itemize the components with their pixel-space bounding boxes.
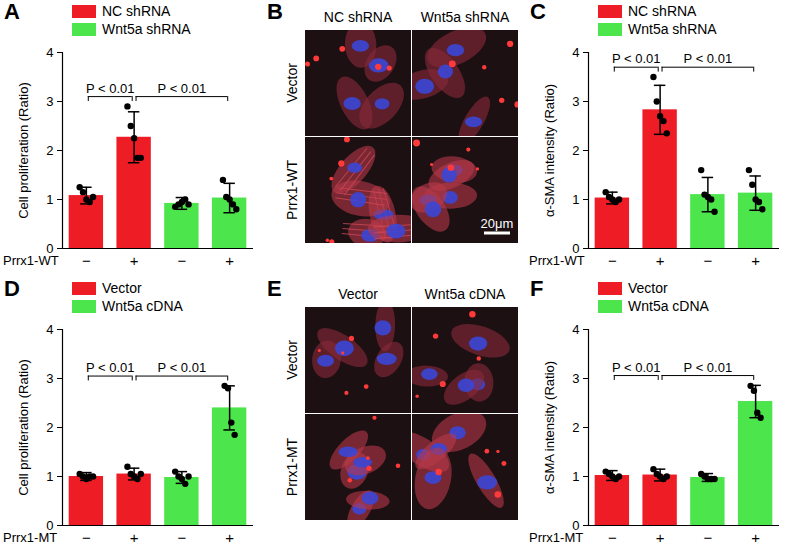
svg-text:−: −: [177, 529, 186, 546]
svg-text:P < 0.01: P < 0.01: [86, 81, 135, 96]
svg-text:P < 0.01: P < 0.01: [612, 51, 661, 66]
html-text:E: E: [267, 276, 282, 301]
html-text:B: B: [267, 0, 283, 24]
svg-text:Wnt5a shRNA: Wnt5a shRNA: [421, 9, 510, 25]
html-text:Vector: Vector: [628, 280, 668, 296]
svg-text:α-SMA intensity (Ratio): α-SMA intensity (Ratio): [542, 84, 557, 217]
svg-text:Cell proliferation (Ratio): Cell proliferation (Ratio): [16, 82, 31, 219]
svg-text:−: −: [177, 252, 186, 269]
svg-text:0: 0: [46, 517, 54, 533]
svg-text:Vector: Vector: [284, 340, 300, 380]
svg-text:P < 0.01: P < 0.01: [684, 51, 733, 66]
html-text:Prrx1-WT: Prrx1-WT: [529, 253, 585, 268]
svg-text:−: −: [703, 529, 712, 546]
svg-text:P < 0.01: P < 0.01: [684, 360, 733, 375]
html-text:Prrx1-WT: Prrx1-WT: [3, 253, 59, 268]
svg-text:0: 0: [572, 240, 580, 256]
svg-text:−: −: [82, 252, 91, 269]
svg-text:4: 4: [572, 322, 579, 337]
html-text:NC shRNA: NC shRNA: [102, 3, 171, 19]
svg-text:2: 2: [572, 143, 579, 158]
html-text:F: F: [530, 276, 544, 301]
html-text:Vector: Vector: [102, 280, 142, 296]
svg-text:+: +: [225, 529, 234, 546]
svg-text:−: −: [608, 529, 617, 546]
html-text:A: A: [4, 0, 20, 24]
svg-text:3: 3: [572, 371, 579, 386]
svg-text:1: 1: [46, 469, 53, 484]
svg-text:0: 0: [572, 517, 580, 533]
svg-text:4: 4: [572, 45, 579, 60]
svg-text:1: 1: [572, 469, 579, 484]
svg-text:4: 4: [46, 322, 53, 337]
svg-text:3: 3: [46, 371, 53, 386]
svg-text:Vector: Vector: [284, 63, 300, 103]
svg-text:+: +: [656, 252, 665, 269]
svg-text:Wnt5a cDNA: Wnt5a cDNA: [425, 286, 507, 302]
svg-text:P < 0.01: P < 0.01: [158, 360, 207, 375]
svg-text:P < 0.01: P < 0.01: [158, 81, 207, 96]
svg-text:3: 3: [46, 94, 53, 109]
svg-text:−: −: [703, 252, 712, 269]
svg-text:+: +: [751, 529, 760, 546]
svg-text:+: +: [225, 252, 234, 269]
svg-text:+: +: [130, 252, 139, 269]
html-text:NC shRNA: NC shRNA: [628, 3, 697, 19]
svg-text:P < 0.01: P < 0.01: [86, 360, 135, 375]
html-text:Wnt5a shRNA: Wnt5a shRNA: [102, 21, 191, 37]
svg-text:2: 2: [46, 143, 53, 158]
html-text:Wnt5a cDNA: Wnt5a cDNA: [628, 298, 709, 314]
svg-text:Cell proliferation (Ratio): Cell proliferation (Ratio): [16, 359, 31, 496]
svg-text:+: +: [656, 529, 665, 546]
svg-text:0: 0: [46, 240, 54, 256]
svg-text:1: 1: [572, 192, 579, 207]
html-text:C: C: [530, 0, 546, 24]
svg-text:Prrx1-MT: Prrx1-MT: [284, 437, 300, 496]
html-text:Prrx1-MT: Prrx1-MT: [529, 530, 584, 545]
svg-text:Vector: Vector: [338, 286, 378, 302]
svg-text:α-SMA intensity (Ratio): α-SMA intensity (Ratio): [542, 361, 557, 494]
svg-text:20μm: 20μm: [481, 216, 514, 231]
svg-text:3: 3: [572, 94, 579, 109]
html-text:Wnt5a shRNA: Wnt5a shRNA: [628, 21, 717, 37]
svg-text:1: 1: [46, 192, 53, 207]
svg-text:2: 2: [46, 420, 53, 435]
svg-text:+: +: [751, 252, 760, 269]
html-text:D: D: [4, 276, 20, 301]
svg-text:2: 2: [572, 420, 579, 435]
svg-text:P < 0.01: P < 0.01: [612, 360, 661, 375]
svg-text:4: 4: [46, 45, 53, 60]
svg-text:−: −: [82, 529, 91, 546]
html-text:Prrx1-MT: Prrx1-MT: [3, 530, 58, 545]
svg-text:Prrx1-WT: Prrx1-WT: [284, 160, 300, 220]
svg-text:+: +: [130, 529, 139, 546]
html-text:Wnt5a cDNA: Wnt5a cDNA: [102, 298, 183, 314]
svg-text:NC shRNA: NC shRNA: [324, 9, 393, 25]
svg-text:−: −: [608, 252, 617, 269]
